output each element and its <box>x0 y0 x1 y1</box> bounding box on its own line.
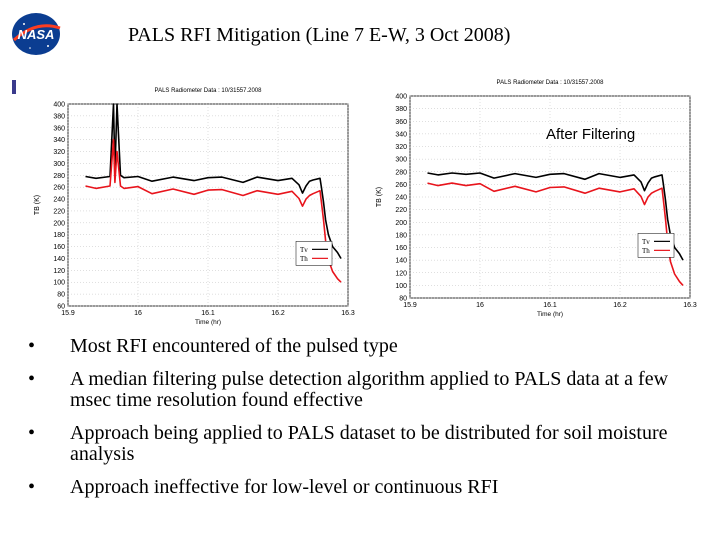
before-filtering-chart: 60 80 100 120 140 160 180 200 220 240 260 280 300 320… <box>30 80 360 330</box>
y-tick-label: 140 <box>53 256 65 263</box>
y-tick-label: 220 <box>395 207 407 214</box>
bullet-item: • A median filtering pulse detection algo… <box>24 369 704 411</box>
x-tick-label: 16.2 <box>613 302 627 309</box>
legend-label: Th <box>300 255 308 263</box>
x-tick-label: 16 <box>134 310 142 317</box>
y-tick-label: 180 <box>395 232 407 239</box>
bullet-dot: • <box>28 368 36 390</box>
y-tick-label: 80 <box>57 292 65 299</box>
y-tick-label: 60 <box>57 304 65 311</box>
y-tick-label: 260 <box>395 182 407 189</box>
x-tick-label: 16.2 <box>271 310 285 317</box>
chart-title: PALS Radiometer Data : 10/31557.2008 <box>155 88 263 94</box>
legend-label: Tv <box>300 246 308 254</box>
y-tick-label: 240 <box>395 195 407 202</box>
y-tick-label: 100 <box>53 280 65 287</box>
y-tick-label: 280 <box>53 173 65 180</box>
after-filtering-label: After Filtering <box>546 126 636 143</box>
series-line-th <box>85 138 342 283</box>
x-axis-label: Time (hr) <box>537 311 563 318</box>
x-tick-label: 16.3 <box>341 310 355 317</box>
y-tick-label: 360 <box>53 125 65 132</box>
y-tick-label: 260 <box>53 185 65 192</box>
slide-title: PALS RFI Mitigation (Line 7 E-W, 3 Oct 2… <box>128 24 511 46</box>
legend-label: Tv <box>642 238 650 246</box>
bullet-text: Most RFI encountered of the pulsed type <box>70 335 398 357</box>
y-tick-label: 320 <box>53 149 65 156</box>
x-axis-label: Time (hr) <box>195 319 221 326</box>
bullet-item: • Most RFI encountered of the pulsed type <box>24 336 704 357</box>
chart-title: PALS Radiometer Data : 10/31557.2008 <box>497 80 605 86</box>
bullet-text: Approach ineffective for low-level or co… <box>70 476 499 498</box>
bullet-text: A median filtering pulse detection algor… <box>70 368 669 411</box>
y-tick-label: 120 <box>53 268 65 275</box>
y-tick-label: 200 <box>395 220 407 227</box>
series-line-tv <box>427 172 684 261</box>
y-tick-label: 400 <box>395 94 407 101</box>
y-axis-label: TB (K) <box>34 195 41 215</box>
x-tick-label: 16.3 <box>683 302 697 309</box>
bullet-list: • Most RFI encountered of the pulsed type… <box>24 336 704 510</box>
x-tick-label: 16.1 <box>543 302 557 309</box>
y-tick-label: 180 <box>53 232 65 239</box>
y-tick-label: 160 <box>53 244 65 251</box>
y-tick-label: 240 <box>53 197 65 204</box>
bullet-item: • Approach being applied to PALS dataset … <box>24 423 704 465</box>
y-tick-label: 380 <box>395 106 407 113</box>
x-tick-label: 15.9 <box>403 302 417 309</box>
nasa-logo: NASA <box>12 13 61 55</box>
y-tick-label: 80 <box>399 296 407 303</box>
x-tick-label: 15.9 <box>61 310 75 317</box>
y-tick-label: 100 <box>395 283 407 290</box>
x-tick-label: 16 <box>476 302 484 309</box>
logo-text: NASA <box>18 27 55 42</box>
x-tick-label: 16.1 <box>201 310 215 317</box>
before-filtering-chart-svg: 60 80 100 120 140 160 180 200 220 240 260 280 300 320… <box>34 88 355 326</box>
y-tick-label: 160 <box>395 245 407 252</box>
bullet-dot: • <box>28 422 36 444</box>
bullet-text: Approach being applied to PALS dataset t… <box>70 422 668 465</box>
legend-box <box>295 241 333 266</box>
y-tick-label: 280 <box>395 169 407 176</box>
bullet-item: • Approach ineffective for low-level or c… <box>24 477 704 498</box>
y-tick-label: 300 <box>53 161 65 168</box>
bullet-dot: • <box>28 476 36 498</box>
y-tick-label: 220 <box>53 208 65 215</box>
y-tick-label: 300 <box>395 157 407 164</box>
bullet-dot: • <box>28 335 36 357</box>
y-tick-label: 400 <box>53 102 65 109</box>
y-axis-label: TB (K) <box>376 187 383 207</box>
after-filtering-chart: 80 100 120 140 160 180 200 220 240 260 280 300 320 34… <box>372 72 702 322</box>
y-tick-label: 380 <box>53 113 65 120</box>
y-tick-label: 200 <box>53 220 65 227</box>
y-tick-label: 120 <box>395 270 407 277</box>
sidebar-marker <box>12 80 16 94</box>
series-line-tv <box>85 103 342 259</box>
legend-box <box>637 233 675 258</box>
y-tick-label: 340 <box>395 131 407 138</box>
y-tick-label: 340 <box>53 137 65 144</box>
legend-label: Th <box>642 247 650 255</box>
y-tick-label: 360 <box>395 119 407 126</box>
after-filtering-chart-svg: 80 100 120 140 160 180 200 220 240 260 280 300 320 34… <box>376 80 697 318</box>
y-tick-label: 320 <box>395 144 407 151</box>
y-tick-label: 140 <box>395 258 407 265</box>
